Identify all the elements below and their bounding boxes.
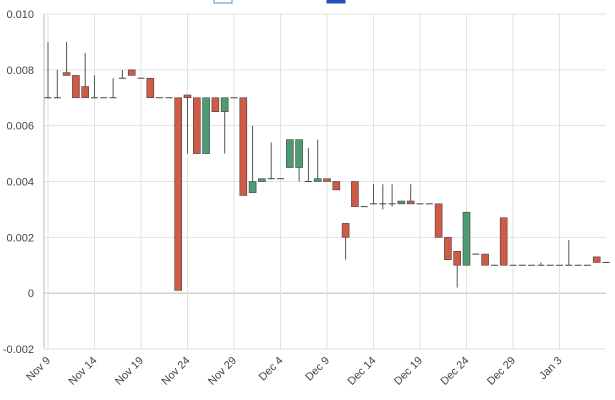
candle-body-down	[239, 97, 248, 196]
y-tick-label: 0.010	[6, 9, 34, 21]
candle-body-up	[285, 139, 294, 168]
candle[interactable]	[109, 78, 117, 99]
candle[interactable]	[537, 262, 545, 266]
candle-body-up	[258, 178, 266, 182]
candles	[44, 41, 610, 291]
candle[interactable]	[481, 253, 489, 266]
candle[interactable]	[379, 184, 387, 210]
candle[interactable]	[462, 211, 471, 266]
candle[interactable]	[406, 184, 415, 205]
candle-body-down	[434, 203, 443, 238]
candle[interactable]	[258, 178, 266, 182]
candle[interactable]	[295, 139, 303, 182]
y-tick-label: 0.002	[6, 232, 34, 244]
candle[interactable]	[267, 142, 275, 180]
x-tick-label: Nov 24	[159, 355, 192, 388]
candle[interactable]	[220, 97, 229, 154]
x-tick-label: Nov 19	[113, 355, 146, 388]
x-tick-label: Nov 9	[24, 355, 53, 384]
candle[interactable]	[174, 97, 182, 291]
y-tick-label: -0.002	[3, 344, 34, 356]
candle[interactable]	[370, 184, 377, 205]
candle[interactable]	[211, 97, 220, 113]
candle[interactable]	[323, 178, 331, 182]
candle[interactable]	[397, 200, 406, 205]
candle-body-down	[146, 77, 155, 99]
candle-body-down	[499, 217, 508, 266]
candle-body-down	[174, 97, 182, 291]
candle-body-up	[202, 97, 210, 154]
candle[interactable]	[118, 69, 126, 79]
legend-swatch-series-2[interactable]	[326, 0, 346, 4]
candle[interactable]	[285, 139, 294, 168]
candle-body-down	[72, 75, 80, 99]
candle[interactable]	[193, 97, 201, 154]
x-tick-label: Dec 14	[345, 355, 378, 388]
x-tick-label: Dec 4	[257, 355, 286, 384]
candle-body-up	[220, 97, 229, 113]
candle[interactable]	[72, 75, 80, 99]
candle-body-down	[193, 97, 201, 154]
candle[interactable]	[592, 256, 601, 263]
candle[interactable]	[53, 69, 61, 99]
candle-body-down	[81, 86, 89, 99]
y-tick-label: 0.006	[6, 121, 34, 133]
candle[interactable]	[434, 203, 443, 238]
candle[interactable]	[91, 75, 98, 99]
candle[interactable]	[127, 69, 136, 76]
candle-body-up	[248, 181, 257, 193]
candle-body-down	[323, 178, 331, 182]
candle[interactable]	[146, 77, 155, 99]
x-tick-label: Jan 3	[537, 355, 565, 383]
x-tick-label: Nov 14	[66, 355, 99, 388]
x-tick-label: Dec 9	[303, 355, 332, 384]
candle[interactable]	[444, 237, 452, 260]
candle-body-down	[62, 72, 71, 76]
candle[interactable]	[341, 223, 350, 260]
candle[interactable]	[239, 97, 248, 196]
candle-body-down	[183, 94, 192, 99]
candle[interactable]	[62, 41, 71, 76]
candle-body-down	[332, 181, 341, 191]
candle[interactable]	[351, 181, 359, 207]
candle-body-down	[481, 253, 489, 266]
candle[interactable]	[44, 41, 52, 99]
y-tick-label: 0.004	[6, 177, 34, 189]
candle-body-up	[462, 211, 471, 266]
candle-body-down	[406, 200, 415, 205]
candle[interactable]	[248, 125, 257, 193]
y-axis: -0.002 0 0.002 0.004 0.006 0.008 0.010	[3, 9, 45, 356]
candle[interactable]	[453, 250, 462, 288]
candle-body-up	[397, 200, 406, 205]
y-tick-label: 0	[28, 288, 34, 300]
y-tick-label: 0.008	[6, 65, 34, 77]
candle[interactable]	[332, 181, 341, 191]
candle-body-down	[351, 181, 359, 207]
legend[interactable]	[213, 0, 346, 4]
candle[interactable]	[313, 139, 322, 182]
x-tick-label: Dec 19	[392, 355, 425, 388]
candle[interactable]	[202, 97, 210, 154]
candle[interactable]	[565, 240, 573, 266]
candle-body-down	[453, 250, 462, 266]
candle[interactable]	[499, 217, 508, 266]
candle-body-down	[444, 237, 452, 260]
candle-body-down	[592, 256, 601, 263]
candle[interactable]	[81, 53, 89, 99]
x-tick-label: Nov 29	[206, 355, 239, 388]
candle-body-down	[127, 69, 136, 76]
x-axis: Nov 9 Nov 14 Nov 19 Nov 24 Nov 29 Dec 4 Dec 9 D…	[24, 348, 606, 388]
candle[interactable]	[388, 184, 396, 207]
x-tick-label: Dec 24	[438, 355, 471, 388]
legend-swatch-series-1[interactable]	[213, 0, 233, 4]
candle-body-down	[341, 223, 350, 238]
x-tick-label: Dec 29	[485, 355, 518, 388]
candle-body-up	[295, 139, 303, 168]
candle-body-up	[313, 178, 322, 182]
candle[interactable]	[304, 148, 312, 182]
candle-body-down	[211, 97, 220, 113]
candle[interactable]	[183, 94, 192, 154]
